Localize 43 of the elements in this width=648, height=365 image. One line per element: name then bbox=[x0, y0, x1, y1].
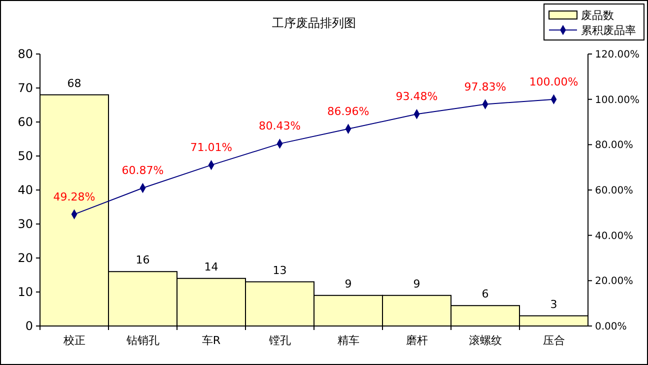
data-label: 9 bbox=[344, 277, 352, 290]
data-label: 3 bbox=[550, 298, 558, 311]
y2-tick-label: 120.00% bbox=[595, 50, 640, 60]
data-label: 86.96% bbox=[327, 104, 370, 118]
y-tick-label: 70 bbox=[18, 81, 33, 96]
x-tick-label: 滚螺纹 bbox=[468, 334, 502, 347]
legend-label: 累积废品率 bbox=[581, 24, 636, 37]
data-label: 6 bbox=[482, 288, 489, 301]
y2-tick-label: 100.00% bbox=[595, 94, 640, 106]
x-tick-label: 镗孔 bbox=[268, 334, 291, 347]
y2-tick-label: 80.00% bbox=[595, 140, 634, 152]
data-label: 13 bbox=[272, 264, 287, 277]
y-tick-label: 80 bbox=[18, 47, 33, 62]
data-label: 80.43% bbox=[258, 120, 301, 133]
x-tick-label: 磨杆 bbox=[406, 334, 428, 347]
y-tick-label: 10 bbox=[18, 285, 33, 300]
y2-tick-label: 40.00% bbox=[595, 230, 634, 242]
y2-tick-label: 60.00% bbox=[595, 186, 634, 196]
x-tick-label: 精车 bbox=[337, 334, 360, 347]
y-tick-label: 30 bbox=[18, 217, 33, 232]
y-tick-label: 50 bbox=[18, 149, 33, 164]
data-label: 100.00% bbox=[529, 75, 578, 88]
data-label: 14 bbox=[204, 260, 218, 274]
y2-tick-label: 0.00% bbox=[595, 322, 627, 332]
y-tick-label: 20 bbox=[18, 251, 33, 266]
y-tick-label: 0 bbox=[25, 319, 33, 334]
data-label: 60.87% bbox=[122, 164, 164, 178]
data-label: 9 bbox=[413, 277, 420, 290]
x-tick-label: 校正 bbox=[62, 334, 86, 347]
x-tick-label: 钻销孔 bbox=[125, 334, 160, 347]
data-label: 97.83% bbox=[464, 80, 506, 94]
data-label: 93.48% bbox=[396, 90, 438, 104]
x-tick-label: 车R bbox=[202, 334, 221, 347]
legend-label: 废品数 bbox=[581, 8, 614, 22]
y-tick-label: 40 bbox=[18, 183, 33, 198]
x-tick-label: 压合 bbox=[542, 334, 565, 347]
y-tick-label: 60 bbox=[18, 115, 33, 130]
y2-tick-label: 20.00% bbox=[595, 276, 634, 288]
chart-title: 工序废品排列图 bbox=[272, 16, 356, 30]
data-label: 71.01% bbox=[190, 141, 232, 154]
data-label: 16 bbox=[136, 254, 150, 267]
data-label: 49.28% bbox=[53, 190, 96, 204]
data-label: 68 bbox=[67, 76, 82, 90]
